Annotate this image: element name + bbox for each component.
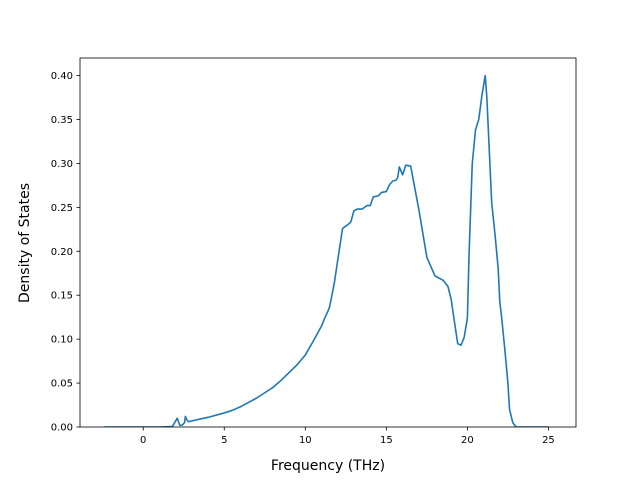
y-tick-label: 0.40 xyxy=(51,71,73,82)
y-tick-label: 0.05 xyxy=(51,379,73,390)
x-tick-label: 0 xyxy=(140,435,146,446)
x-tick-label: 15 xyxy=(380,435,393,446)
y-tick-label: 0.20 xyxy=(51,247,73,258)
y-tick-label: 0.10 xyxy=(51,335,73,346)
dos-series-line xyxy=(104,74,549,427)
y-tick-label: 0.00 xyxy=(51,423,73,434)
y-axis-ticks: 0.00 0.05 0.10 0.15 0.20 0.25 0.30 0.35 0.40 xyxy=(51,71,80,434)
x-tick-label: 10 xyxy=(299,435,312,446)
x-axis-ticks: 0 5 10 15 20 25 xyxy=(140,427,555,446)
plot-area xyxy=(79,57,577,428)
x-tick-label: 25 xyxy=(542,435,555,446)
x-tick-label: 5 xyxy=(221,435,227,446)
x-axis-label: Frequency (THz) xyxy=(271,458,385,474)
y-tick-label: 0.15 xyxy=(51,291,73,302)
y-axis-label: Density of States xyxy=(17,183,33,303)
plot-frame xyxy=(79,57,577,428)
y-tick-label: 0.30 xyxy=(51,159,73,170)
y-tick-label: 0.35 xyxy=(51,115,73,126)
x-tick-label: 20 xyxy=(461,435,474,446)
y-tick-label: 0.25 xyxy=(51,203,73,214)
